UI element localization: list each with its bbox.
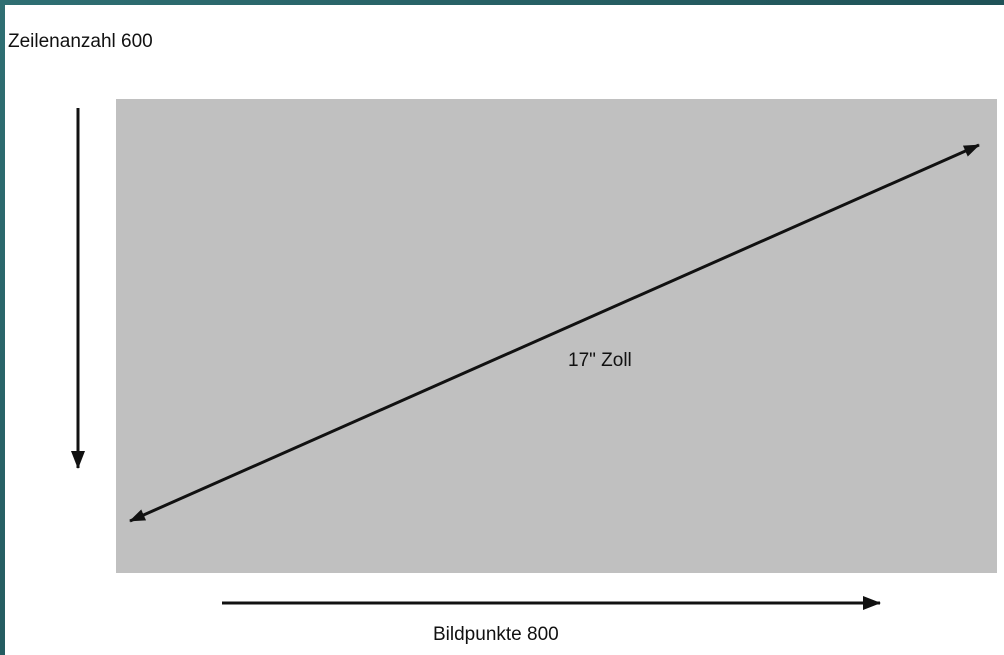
rows-label: Zeilenanzahl 600 <box>8 31 153 52</box>
double-headed-arrow-icon <box>129 143 980 523</box>
diagonal-label: 17" Zoll <box>568 350 632 371</box>
columns-label: Bildpunkte 800 <box>433 624 559 645</box>
